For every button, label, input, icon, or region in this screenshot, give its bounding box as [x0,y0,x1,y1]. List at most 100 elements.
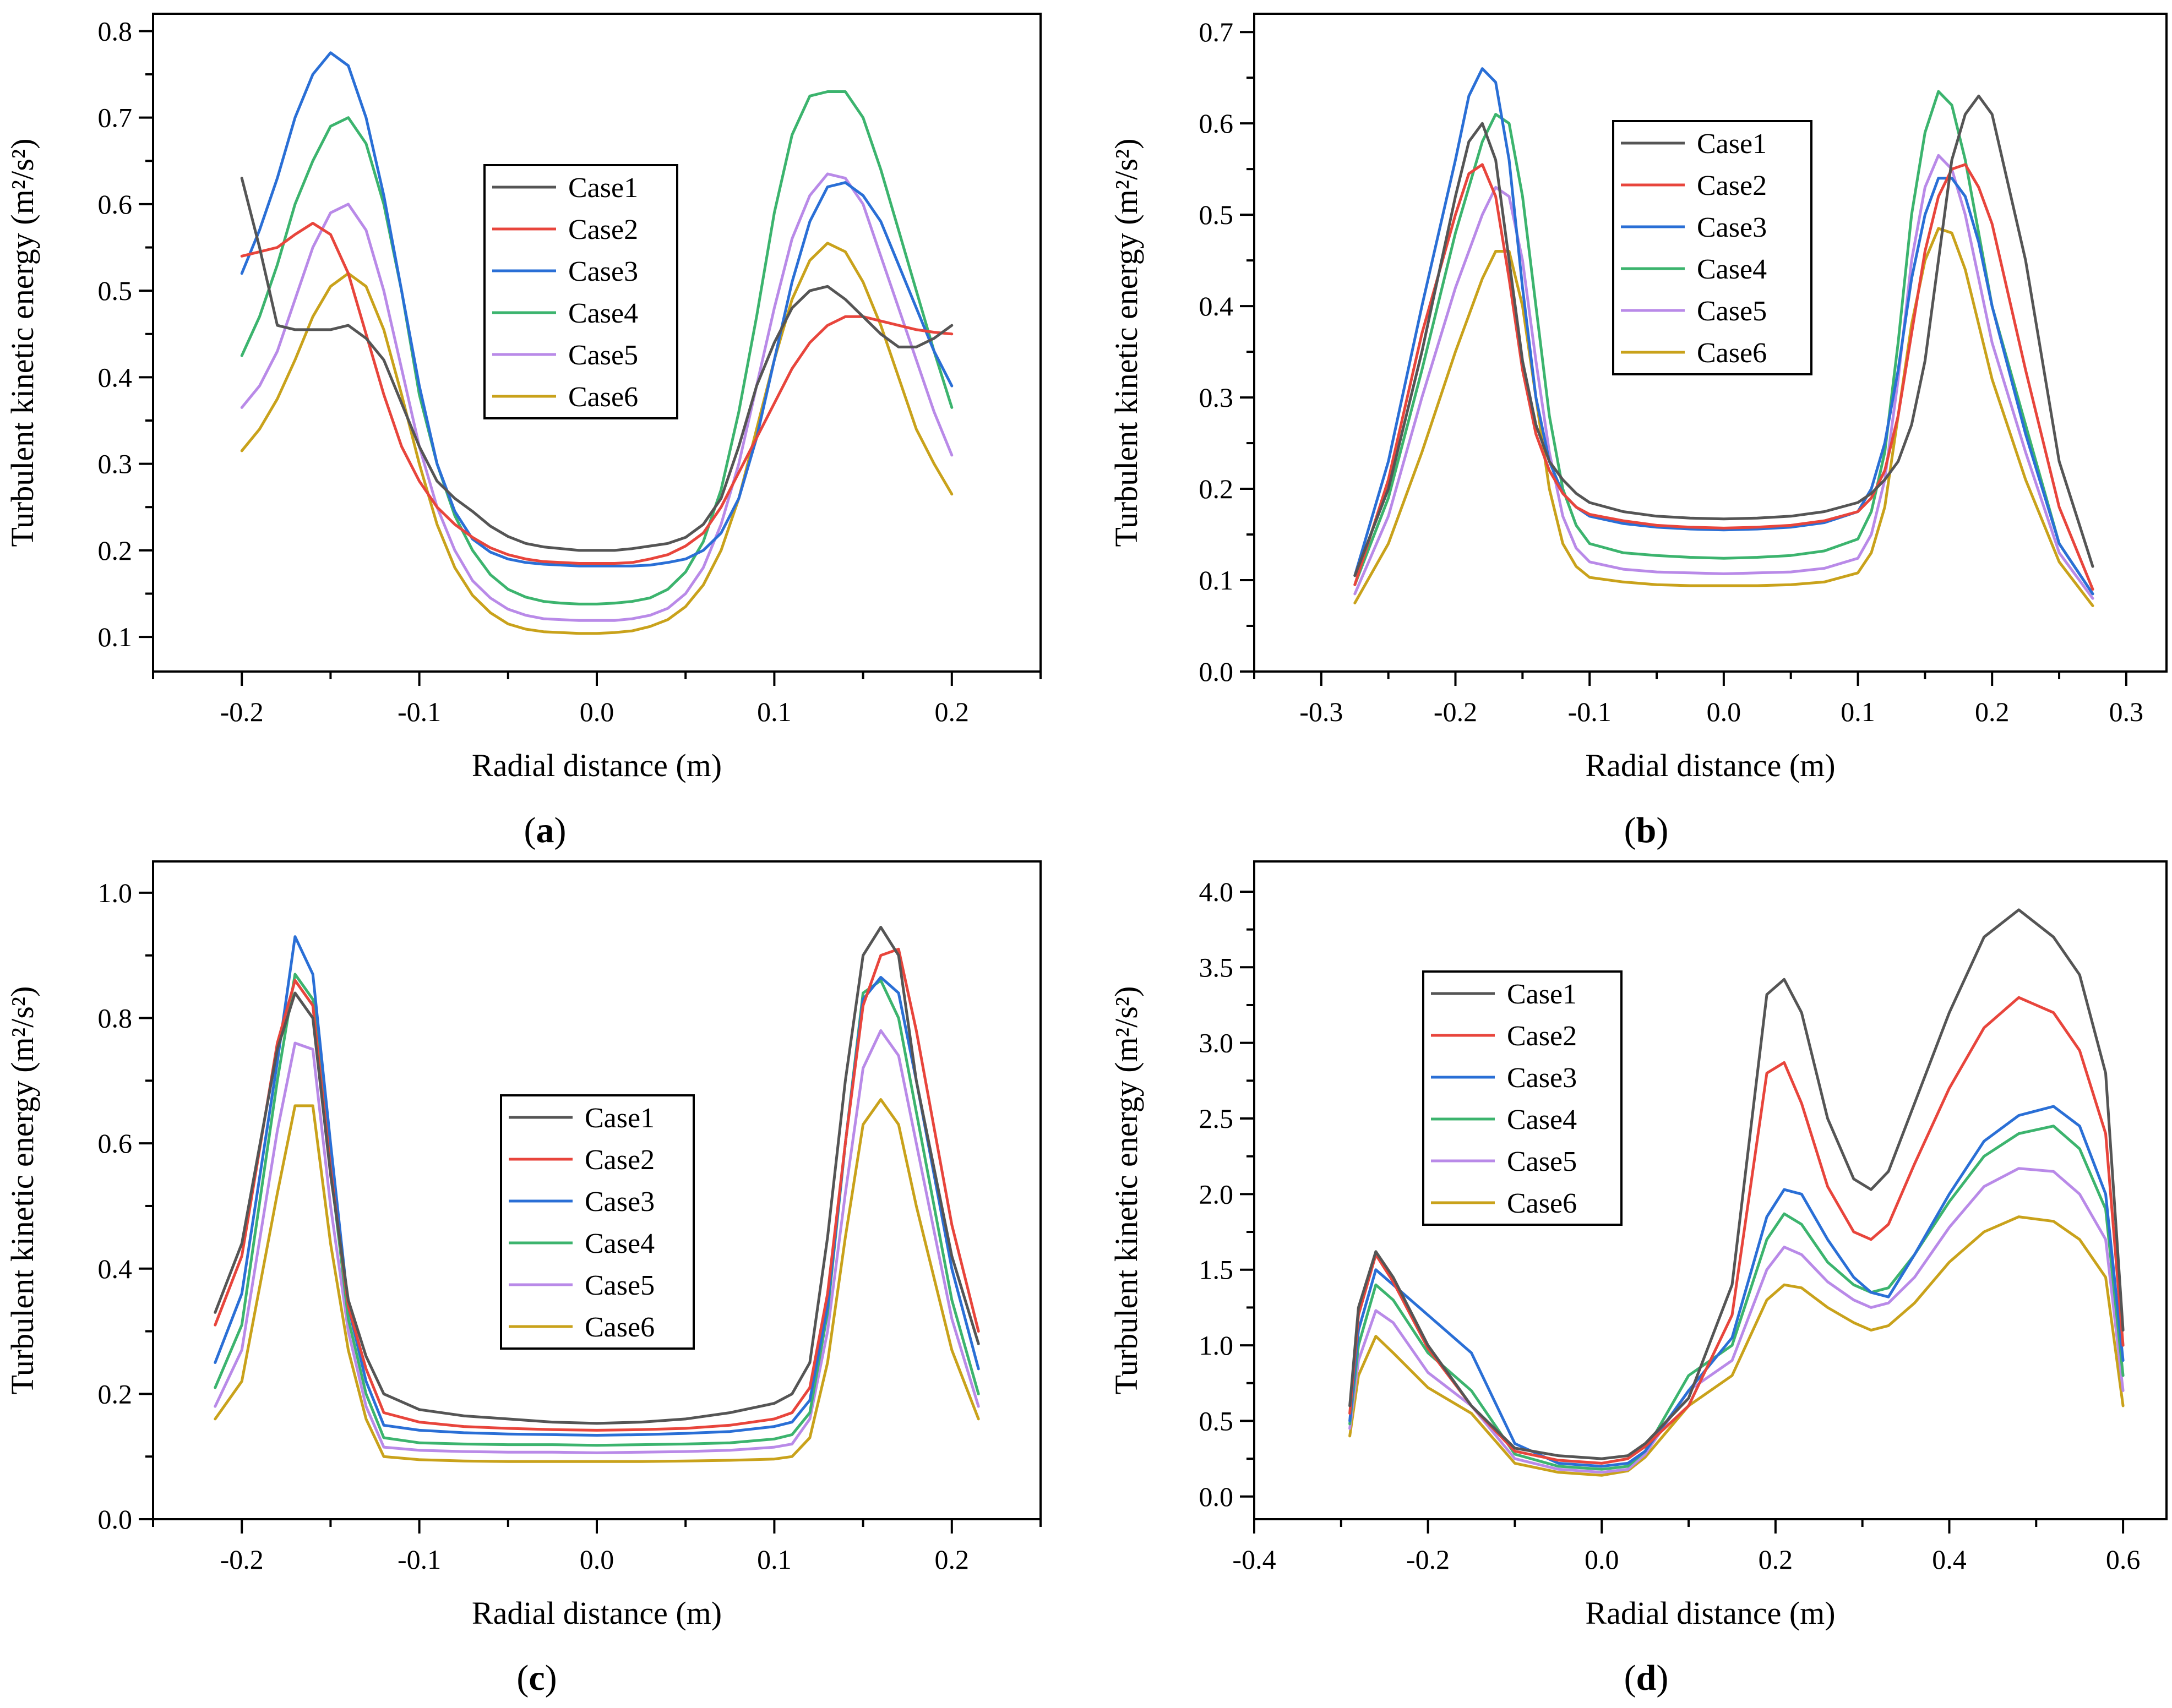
y-tick-label: 0.8 [98,1003,133,1034]
series-line-case3 [240,51,954,567]
legend-label-case2: Case2 [585,1144,655,1176]
legend-label-case6: Case6 [568,381,638,413]
y-axis-label: Turbulent kinetic energy (m²/s²) [1108,139,1144,547]
legend-box [483,164,678,419]
x-tick-label: -0.2 [1406,1544,1450,1575]
legend: Case1 Case2 Case3 Case4 Case5 Case6 [500,1094,695,1350]
legend-label-case3: Case3 [568,256,638,287]
x-tick-label: 0.0 [1707,696,1741,727]
series-line-case6 [240,242,954,635]
y-tick-label: 0.3 [98,449,133,479]
y-tick-label: 3.5 [1199,952,1234,983]
legend-label-case5: Case5 [1697,296,1767,327]
series-line-case5 [240,172,954,622]
y-tick-label: 1.5 [1199,1254,1234,1285]
x-tick-label: -0.2 [1434,696,1477,727]
series-line-case1 [240,177,954,552]
y-tick-label: 0.1 [98,621,133,652]
panel-c: -0.2 -0.1 0.0 0.1 0.2 0.0 0.2 0.4 0.6 0.8 1.0 Radia… [4,860,1042,1631]
y-tick-label: 0.2 [1199,473,1234,504]
x-tick-label: -0.1 [398,696,441,727]
legend-label-case1: Case1 [1507,979,1577,1010]
y-tick-label: 0.4 [98,1253,133,1284]
y-tick-label: 0.2 [98,535,133,566]
legend-label-case6: Case6 [1507,1188,1577,1219]
panel-caption-c: (c) [516,1658,557,1698]
legend-label-case1: Case1 [585,1103,655,1134]
x-tick-label: 0.3 [2109,696,2144,727]
legend-label-case4: Case4 [1697,254,1767,285]
series-line-case6 [1353,227,2094,607]
y-tick-label: 0.5 [1199,1405,1234,1436]
x-tick-label: 0.2 [935,1544,970,1575]
x-tick-label: 0.4 [1932,1544,1967,1575]
series-group [240,51,954,635]
legend-label-case1: Case1 [568,172,638,204]
legend-label-case3: Case3 [1507,1062,1577,1094]
y-tick-label: 1.0 [1199,1330,1234,1361]
legend-box [500,1094,695,1350]
panel-caption-d: (d) [1624,1658,1669,1698]
panel-caption-b: (b) [1624,810,1669,850]
series-line-case6 [214,1098,980,1463]
y-tick-label: 0.3 [1199,382,1234,413]
x-tick-label: 0.0 [580,1544,614,1575]
panel-d: -0.4 -0.2 0.0 0.2 0.4 0.6 0.0 0.5 1.0 1.5 2.0 2.5 3.… [1108,860,2168,1631]
y-tick-label: 0.5 [1199,199,1234,230]
y-axis-label: Turbulent kinetic energy (m²/s²) [1108,986,1144,1395]
y-tick-label: 0.6 [98,189,133,220]
x-tick-label: -0.2 [220,1544,264,1575]
x-tick-label: 0.0 [580,696,614,727]
series-line-case2 [1353,163,2094,591]
series-group [1353,67,2094,607]
legend-box [1422,970,1623,1226]
legend-label-case6: Case6 [1697,337,1767,369]
series-group [1348,908,2125,1477]
series-group [214,926,980,1463]
series-line-case6 [1348,1215,2125,1477]
x-tick-label: -0.2 [220,696,264,727]
y-tick-label: 0.0 [98,1504,133,1535]
y-tick-label: 2.5 [1199,1103,1234,1134]
x-tick-label: 0.0 [1585,1544,1619,1575]
panel-caption-a: (a) [524,810,567,850]
x-axis-label: Radial distance (m) [1585,747,1835,783]
x-tick-label: 0.1 [757,696,792,727]
legend: Case1 Case2 Case3 Case4 Case5 Case6 [483,164,678,419]
series-line-case1 [1348,908,2125,1460]
series-line-case1 [214,926,980,1425]
series-line-case5 [1348,1167,2125,1474]
legend-label-case3: Case3 [1697,212,1767,243]
series-line-case3 [214,935,980,1437]
x-tick-label: 0.1 [1841,696,1875,727]
y-tick-label: 0.4 [98,362,133,392]
y-tick-label: 0.0 [1199,656,1234,687]
y-tick-label: 0.4 [1199,291,1234,321]
series-line-case4 [1353,90,2094,596]
y-tick-label: 2.0 [1199,1178,1234,1209]
legend-label-case1: Case1 [1697,128,1767,160]
series-line-case4 [1348,1125,2125,1471]
legend-label-case3: Case3 [585,1186,655,1218]
x-tick-label: 0.1 [757,1544,792,1575]
y-tick-label: 3.0 [1199,1028,1234,1058]
y-tick-label: 0.1 [1199,565,1234,596]
x-tick-label: 0.6 [2106,1544,2141,1575]
x-tick-label: -0.1 [1568,696,1612,727]
y-tick-label: 0.2 [98,1378,133,1409]
series-line-case3 [1353,67,2094,596]
x-tick-label: 0.2 [1759,1544,1793,1575]
legend-label-case5: Case5 [568,340,638,371]
legend-label-case2: Case2 [1507,1021,1577,1052]
y-tick-label: 1.0 [98,877,133,908]
legend-label-case4: Case4 [1507,1104,1577,1136]
x-tick-label: 0.2 [1975,696,2010,727]
y-axis-label: Turbulent kinetic energy (m²/s²) [4,986,40,1395]
y-tick-label: 0.7 [98,102,133,133]
y-tick-label: 0.7 [1199,17,1234,47]
y-tick-label: 0.8 [98,15,133,46]
legend-label-case6: Case6 [585,1312,655,1343]
y-axis-label: Turbulent kinetic energy (m²/s²) [4,139,40,547]
panel-a: -0.2 -0.1 0.0 0.1 0.2 0.1 0.2 0.3 0.4 0.5 0.6 0.7 0.… [4,13,1042,783]
